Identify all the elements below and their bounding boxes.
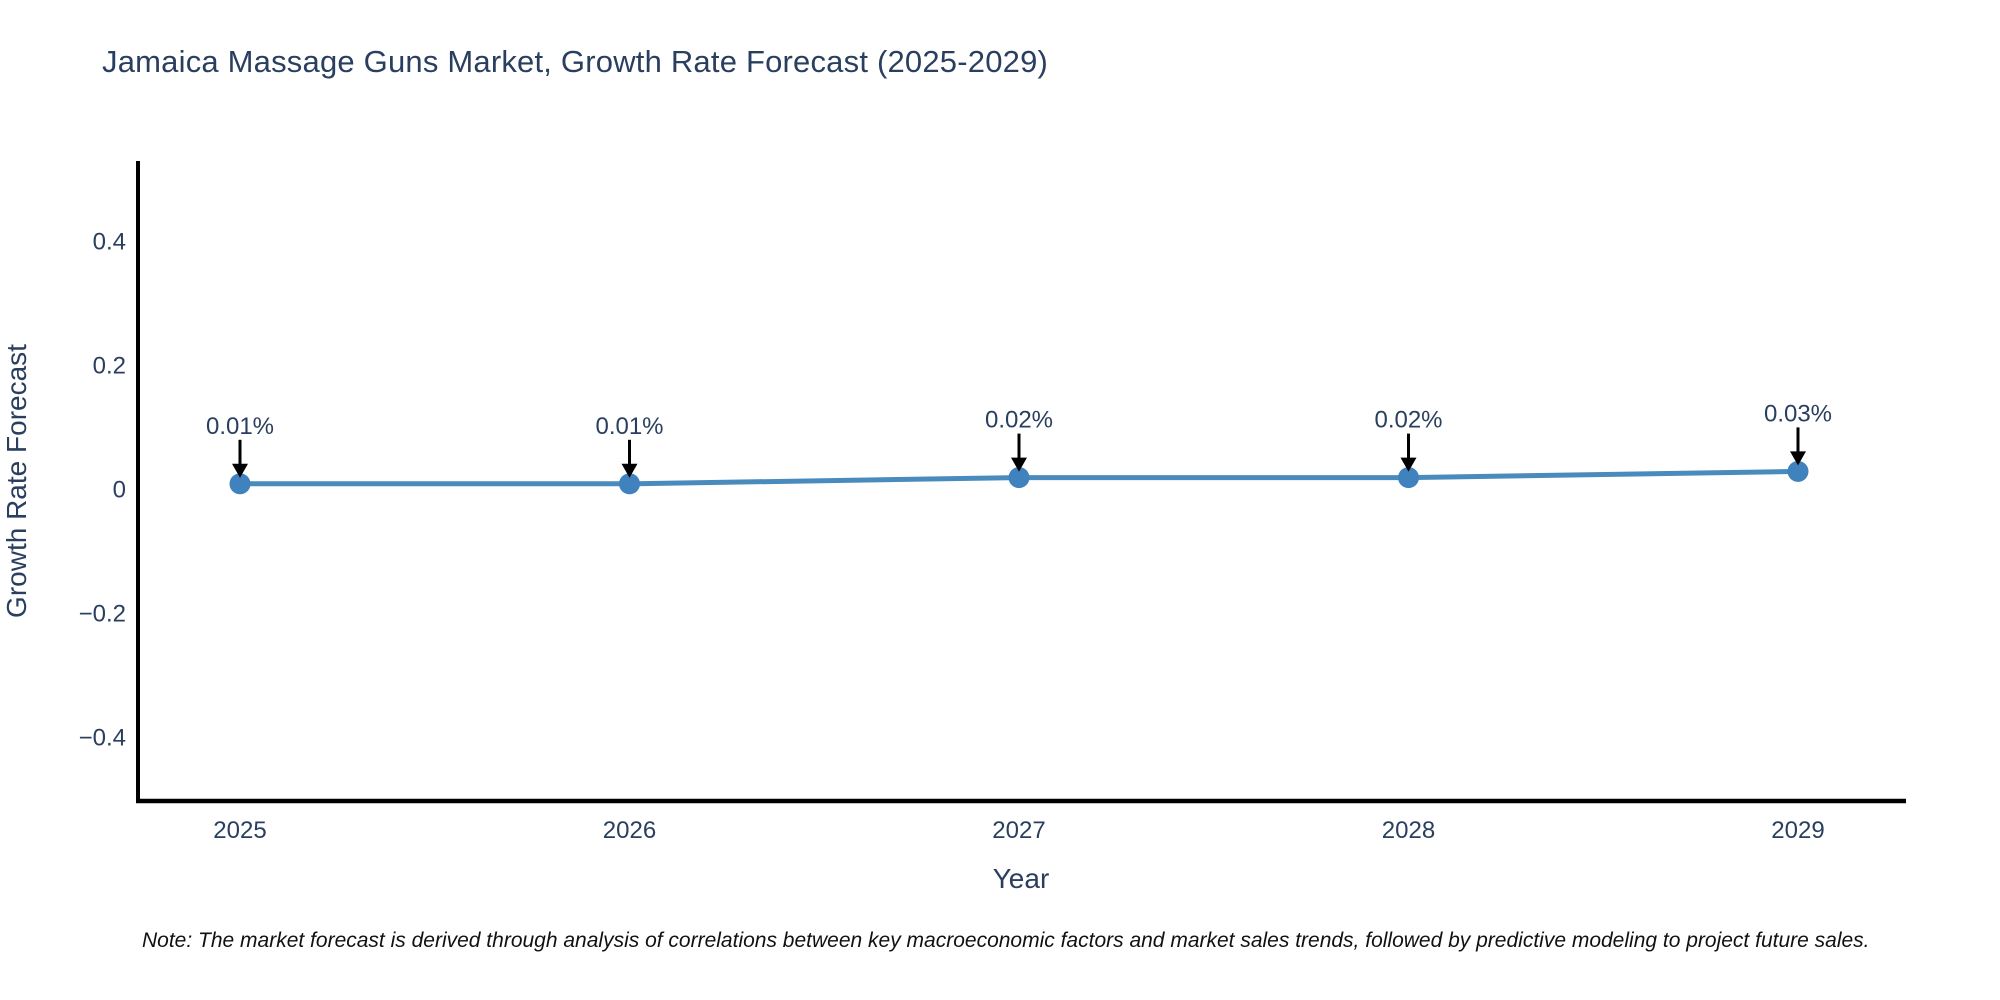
data-point-label: 0.02%	[985, 407, 1053, 434]
annotation-arrowhead-icon	[1790, 451, 1806, 466]
data-point-label: 0.02%	[1374, 407, 1442, 434]
data-point-marker	[1008, 467, 1030, 489]
data-point-label: 0.01%	[595, 413, 663, 440]
chart-title: Jamaica Massage Guns Market, Growth Rate…	[102, 44, 1049, 79]
data-point-marker	[229, 473, 251, 495]
y-tick-label: 0.4	[93, 229, 126, 256]
data-point-marker	[1398, 467, 1419, 489]
x-tick-label: 2029	[1771, 817, 1824, 844]
annotation-arrowhead-icon	[621, 463, 638, 478]
x-tick-label: 2025	[213, 817, 266, 844]
annotation-arrowhead-icon	[232, 463, 248, 478]
x-tick-label: 2026	[603, 817, 656, 844]
annotation-arrowhead-icon	[1011, 457, 1027, 472]
data-point-label: 0.01%	[206, 413, 274, 440]
x-tick-label: 2028	[1382, 817, 1435, 844]
annotation-arrowhead-icon	[1400, 457, 1417, 472]
y-tick-label: −0.4	[79, 725, 126, 752]
data-point-marker	[1787, 460, 1809, 482]
y-axis-title: Growth Rate Forecast	[1, 344, 32, 618]
y-tick-label: 0	[113, 477, 126, 504]
x-tick-label: 2027	[992, 817, 1045, 844]
data-point-label: 0.03%	[1764, 400, 1832, 427]
y-tick-label: −0.2	[79, 601, 126, 628]
data-point-marker	[619, 473, 640, 495]
x-axis-title: Year	[993, 863, 1050, 894]
y-tick-label: 0.2	[93, 353, 126, 380]
footnote-text: Note: The market forecast is derived thr…	[142, 929, 1870, 952]
